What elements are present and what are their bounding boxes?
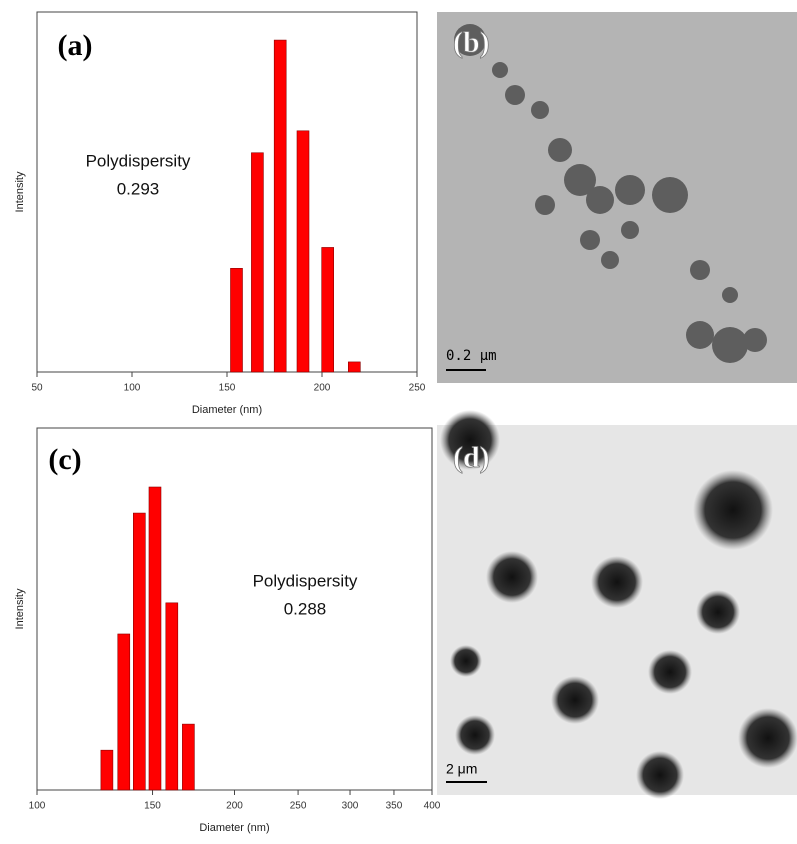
x-tick-label: 100 [29, 801, 46, 812]
plot-frame [36, 427, 433, 791]
x-tick-label: 400 [424, 801, 441, 812]
bar [321, 247, 335, 373]
bar [230, 268, 243, 373]
bar [133, 512, 146, 791]
x-axis-title: Diameter (nm) [199, 822, 269, 834]
bar [347, 361, 361, 373]
panel-label: (d) [453, 441, 490, 474]
bar [100, 749, 114, 791]
y-axis-title: Intensity [14, 171, 26, 212]
bar [182, 723, 195, 791]
x-tick-label: 300 [342, 801, 359, 812]
annotation: 0.293 [117, 179, 160, 198]
annotation: Polydispersity [86, 151, 191, 170]
scale-bar-label: 0.2 μm [446, 348, 497, 364]
x-tick-label: 250 [409, 383, 426, 394]
annotation: 0.288 [284, 599, 327, 618]
panel-label: (a) [58, 29, 93, 62]
tem-image-b [437, 12, 797, 383]
bar [296, 130, 310, 373]
panel-label: (b) [453, 26, 490, 59]
x-tick-label: 150 [144, 801, 161, 812]
x-tick-label: 200 [314, 383, 331, 394]
annotation: Polydispersity [253, 571, 358, 590]
plot-frame [36, 11, 418, 373]
bar [273, 39, 287, 373]
x-tick-label: 50 [31, 383, 43, 394]
panel-label: (c) [48, 443, 81, 476]
bar [165, 602, 179, 791]
x-tick-label: 100 [124, 383, 141, 394]
y-axis-title: Intensity [14, 588, 26, 629]
bar [148, 486, 162, 791]
x-tick-label: 200 [226, 801, 243, 812]
tem-image-d [437, 410, 797, 799]
bar [251, 152, 264, 373]
x-tick-label: 350 [386, 801, 403, 812]
scale-bar-label: 2 μm [446, 761, 477, 777]
bar [117, 633, 131, 791]
x-axis-title: Diameter (nm) [192, 404, 262, 416]
x-tick-label: 250 [290, 801, 307, 812]
x-tick-label: 150 [219, 383, 236, 394]
